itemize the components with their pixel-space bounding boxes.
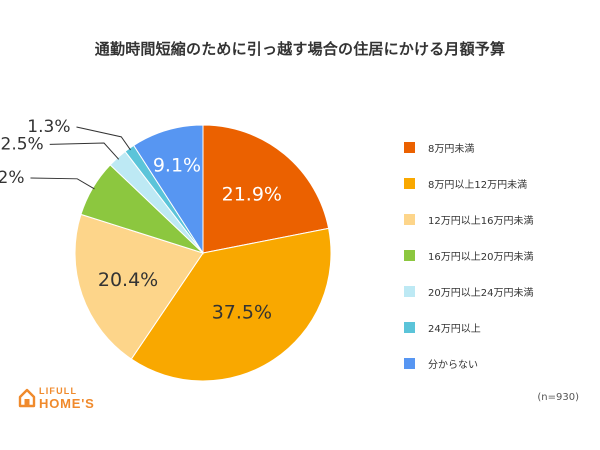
legend-item: 8万円未満 — [404, 140, 533, 155]
legend-swatch — [404, 285, 415, 297]
legend-item: 分からない — [404, 356, 533, 371]
legend-item: 12万円以上16万円未満 — [404, 212, 534, 227]
slice-label: 21.9% — [222, 184, 282, 206]
legend-swatch — [404, 177, 415, 189]
legend-item: 8万円以上12万円未満 — [404, 176, 533, 191]
logo-text-homes: HOME'S — [39, 396, 95, 411]
legend-label: 8万円以上12万円未満 — [428, 179, 528, 191]
slice-label: 9.1% — [153, 155, 201, 177]
legend-item: 16万円以上20万円未満 — [404, 248, 534, 263]
legend: 8万円未満 8万円以上12万円未満 12万円以上16万円未満 16万円以上20万円未満… — [404, 140, 533, 392]
legend-swatch — [404, 249, 415, 261]
legend-label: 分からない — [428, 359, 478, 371]
slice-label: 1.3% — [27, 117, 70, 137]
pie-slice — [132, 124, 204, 255]
slice-label: 37.5% — [212, 302, 272, 324]
legend-swatch — [404, 141, 415, 153]
legend-item: 24万円以上 — [404, 320, 533, 335]
leader-line — [30, 177, 95, 190]
leader-line — [76, 126, 131, 151]
pie-slice — [74, 213, 204, 360]
legend-swatch — [404, 357, 415, 369]
chart-title: 通勤時間短縮のために引っ越す場合の住居にかける月額予算 — [94, 40, 506, 58]
slice-label: 20.4% — [98, 269, 158, 291]
lifull-homes-logo: LIFULL HOME'S — [18, 386, 95, 411]
legend-swatch — [404, 321, 415, 333]
slice-label: 2.5% — [1, 134, 44, 154]
legend-label: 24万円以上 — [428, 323, 481, 335]
logo-text-lifull: LIFULL — [39, 386, 78, 396]
legend-item: 20万円以上24万円未満 — [404, 284, 534, 299]
slice-label: 7.2% — [0, 168, 24, 188]
pie-slice — [130, 227, 332, 382]
legend-label: 20万円以上24万円未満 — [428, 287, 534, 299]
leader-line — [49, 142, 120, 160]
sample-size-note: (n=930) — [537, 392, 579, 403]
legend-swatch — [404, 213, 415, 225]
pie-slice — [202, 124, 330, 254]
legend-label: 8万円未満 — [428, 143, 475, 155]
legend-label: 16万円以上20万円未満 — [428, 251, 534, 263]
house-icon — [18, 388, 36, 408]
legend-label: 12万円以上16万円未満 — [428, 215, 534, 227]
